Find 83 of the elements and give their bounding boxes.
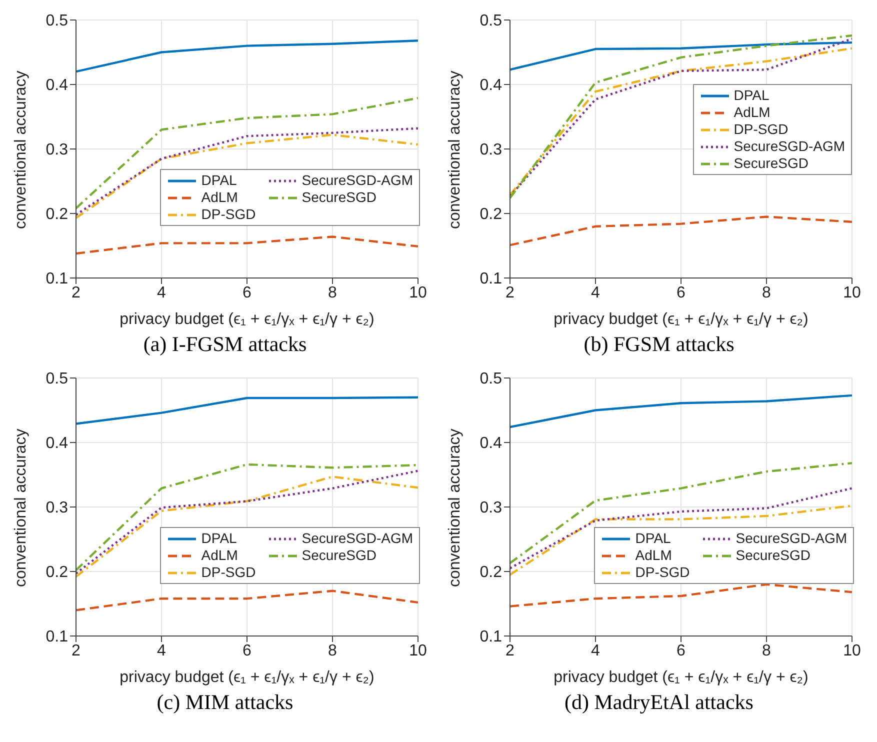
legend-label: DPAL bbox=[734, 87, 770, 104]
y-tick-label: 0.1 bbox=[46, 270, 68, 288]
y-tick-label: 0.2 bbox=[480, 564, 502, 582]
y-tick-label: 0.3 bbox=[480, 500, 502, 517]
x-tick-label: 10 bbox=[409, 284, 427, 302]
text: (b) FGSM attacks bbox=[582, 332, 736, 358]
y-tick-label: 0.2 bbox=[46, 564, 68, 582]
x-tick-label: 6 bbox=[242, 642, 252, 660]
legend-label: SecureSGD bbox=[302, 189, 376, 206]
legend-label: SecureSGD bbox=[734, 155, 808, 172]
line-series bbox=[76, 396, 418, 425]
x-axis-title: privacy budget (ϵ₁ + ϵ₁/γₓ + ϵ₁/γ + ϵ₂) bbox=[120, 311, 374, 328]
x-tick-label: 6 bbox=[242, 284, 252, 302]
y-tick-label: 0.4 bbox=[480, 435, 502, 452]
x-tick-label: 10 bbox=[843, 284, 861, 302]
x-axis-title: privacy budget (ϵ₁ + ϵ₁/γₓ + ϵ₁/γ + ϵ₂) bbox=[554, 669, 808, 686]
x-tick-label: 8 bbox=[762, 642, 772, 660]
legend-label: AdLM bbox=[201, 189, 238, 206]
y-tick-label: 0.2 bbox=[46, 206, 68, 224]
line-series bbox=[510, 504, 852, 576]
legend-label: DP-SGD bbox=[201, 564, 256, 581]
y-axis-title: conventional accuracy bbox=[446, 428, 464, 587]
text: (c) MIM attacks bbox=[156, 690, 294, 716]
y-axis-title: conventional accuracy bbox=[12, 428, 30, 587]
legend-label: SecureSGD-AGM bbox=[302, 530, 413, 547]
x-tick-label: 4 bbox=[157, 284, 166, 302]
x-axis-title: privacy budget (ϵ₁ + ϵ₁/γₓ + ϵ₁/γ + ϵ₂) bbox=[120, 669, 374, 686]
line-series bbox=[510, 583, 852, 608]
x-axis-title: privacy budget (ϵ₁ + ϵ₁/γₓ + ϵ₁/γ + ϵ₂) bbox=[554, 311, 808, 328]
y-tick-label: 0.4 bbox=[46, 77, 68, 94]
text: (d) MadryEtAl attacks bbox=[564, 690, 754, 716]
y-tick-label: 0.3 bbox=[46, 500, 68, 517]
legend-label: SecureSGD bbox=[736, 547, 810, 564]
legend-label: DP-SGD bbox=[734, 121, 788, 138]
y-tick-label: 0.2 bbox=[480, 206, 502, 224]
legend-label: AdLM bbox=[734, 104, 770, 121]
y-tick-label: 0.5 bbox=[46, 370, 68, 388]
y-tick-label: 0.3 bbox=[46, 142, 68, 159]
legend-label: DP-SGD bbox=[635, 564, 690, 581]
legend-label: AdLM bbox=[201, 547, 238, 564]
x-tick-label: 10 bbox=[409, 642, 427, 660]
y-tick-label: 0.3 bbox=[480, 142, 502, 159]
legend-label: AdLM bbox=[635, 547, 672, 564]
x-tick-label: 2 bbox=[506, 642, 515, 660]
x-tick-label: 8 bbox=[328, 284, 338, 302]
x-tick-label: 4 bbox=[157, 642, 166, 660]
legend-label: SecureSGD-AGM bbox=[302, 172, 413, 189]
x-tick-label: 2 bbox=[72, 284, 81, 302]
x-tick-label: 2 bbox=[506, 284, 515, 302]
line-series bbox=[510, 394, 852, 428]
x-tick-label: 6 bbox=[676, 284, 686, 302]
line-series bbox=[510, 216, 852, 246]
legend-label: SecureSGD-AGM bbox=[734, 138, 845, 155]
y-tick-label: 0.1 bbox=[46, 628, 68, 646]
legend-label: SecureSGD bbox=[302, 547, 376, 564]
y-axis-title: conventional accuracy bbox=[446, 70, 464, 229]
legend-label: DPAL bbox=[201, 530, 237, 547]
y-tick-label: 0.5 bbox=[46, 12, 68, 30]
line-series bbox=[510, 41, 852, 71]
x-tick-label: 2 bbox=[72, 642, 81, 660]
x-tick-label: 8 bbox=[762, 284, 772, 302]
legend-label: DP-SGD bbox=[201, 206, 256, 223]
y-tick-label: 0.4 bbox=[480, 77, 502, 94]
line-series bbox=[76, 96, 418, 210]
legend-label: DPAL bbox=[201, 172, 237, 189]
x-tick-label: 8 bbox=[328, 642, 338, 660]
x-tick-label: 10 bbox=[843, 642, 861, 660]
line-series bbox=[510, 462, 852, 564]
text: (a) I-FGSM attacks bbox=[142, 332, 308, 358]
line-series bbox=[76, 40, 418, 73]
legend-label: DPAL bbox=[635, 530, 671, 547]
line-series bbox=[76, 590, 418, 612]
y-axis-title: conventional accuracy bbox=[12, 70, 30, 229]
y-tick-label: 0.1 bbox=[480, 270, 502, 288]
y-tick-label: 0.5 bbox=[480, 370, 502, 388]
x-tick-label: 4 bbox=[591, 642, 600, 660]
legend-label: SecureSGD-AGM bbox=[736, 530, 847, 547]
y-tick-label: 0.1 bbox=[480, 628, 502, 646]
y-tick-label: 0.5 bbox=[480, 12, 502, 30]
x-tick-label: 6 bbox=[676, 642, 686, 660]
x-tick-label: 4 bbox=[591, 284, 600, 302]
y-tick-label: 0.4 bbox=[46, 435, 68, 452]
line-series bbox=[76, 236, 418, 255]
